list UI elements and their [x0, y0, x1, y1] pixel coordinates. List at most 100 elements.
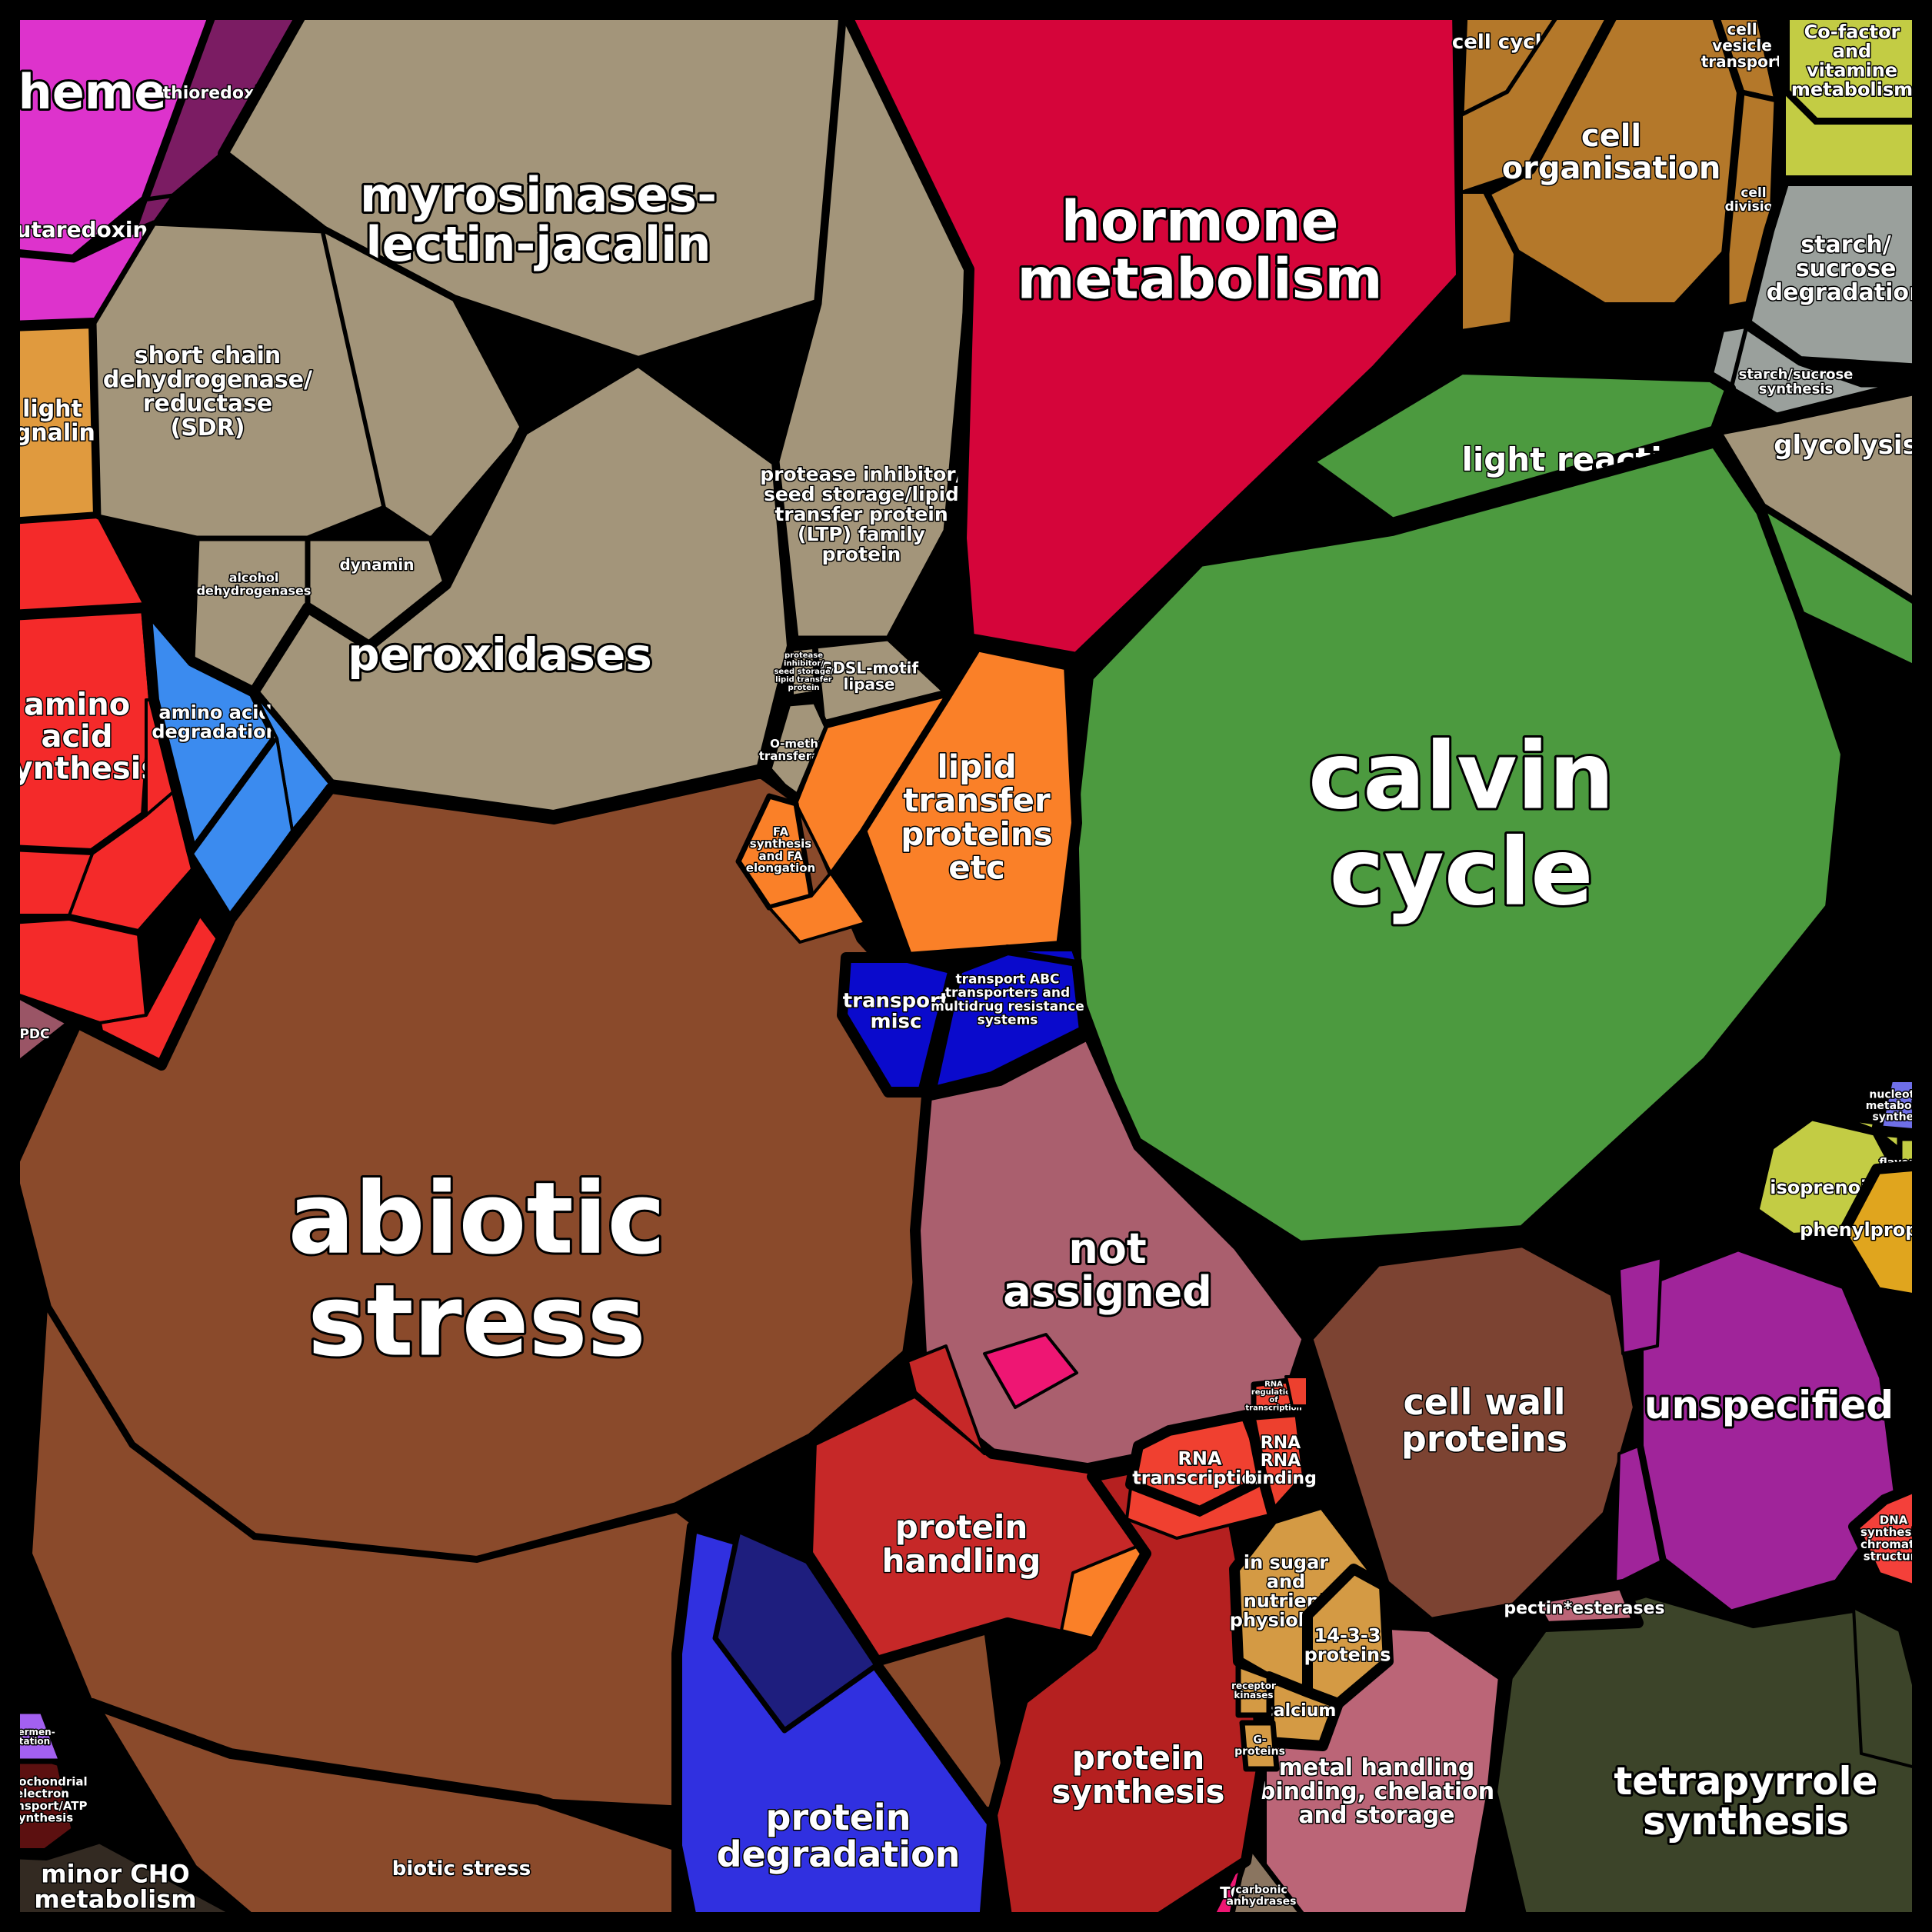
- cell-label-cell_wall: cell wall proteins: [1401, 1381, 1567, 1460]
- cell-label-unspecified: unspecified: [1644, 1383, 1894, 1427]
- cell-label-aa_degr: amino acid degradation: [152, 702, 278, 743]
- treemap-cell-starch_deg[interactable]: starch/sucrose degradation: [1740, 175, 1927, 375]
- cell-polygon[interactable]: [856, 641, 1082, 963]
- cell-label-abiotic: abiotic stress: [288, 1162, 666, 1379]
- treemap-cell-transport_abc2[interactable]: [1006, 948, 1078, 963]
- treemap-cell-myrosinase[interactable]: myrosinases-lectin-jacalin: [218, 5, 850, 367]
- cell-polygon[interactable]: [1239, 1720, 1280, 1772]
- cell-polygon[interactable]: [983, 1333, 1078, 1409]
- treemap-cell-sdr[interactable]: short chain dehydrogenase/reductase (SDR): [91, 220, 388, 541]
- cell-label-g_proteins: G-proteins: [1234, 1734, 1285, 1758]
- cell-label-ltp_small: protease inhibitor/seed storage/lipid tra…: [774, 651, 833, 692]
- cell-label-peroxidases: peroxidases: [348, 628, 652, 681]
- cell-polygon[interactable]: [791, 646, 817, 698]
- cell-label-lipid_transfer: lipid transfer proteins etc: [901, 748, 1053, 886]
- cell-label-rna_processing: RNA regulation of transcription: [1245, 1380, 1301, 1412]
- treemap-cell-rna_processing[interactable]: RNA regulation of transcription: [1244, 1377, 1303, 1414]
- treemap-cell-hormone[interactable]: hormone metabolism: [839, 5, 1467, 663]
- treemap-cell-rna_transcription[interactable]: RNA transcription: [1125, 1410, 1274, 1517]
- cell-label-mito: mitochondrial electron transport/ATP synthe…: [0, 1774, 88, 1824]
- treemap-cell-cofactor[interactable]: Co-factor and vitamine metabolism: [1779, 5, 1927, 128]
- cell-label-cell_vesicle: cell vesicle transport: [1701, 20, 1784, 71]
- cell-label-phenylprop: phenylpropanoids: [1800, 1219, 1932, 1241]
- cell-label-amino_acid_synth: amino acid synthesis: [0, 687, 159, 786]
- cell-label-cofactor: Co-factor and vitamine metabolism: [1791, 22, 1913, 101]
- cell-label-alcohol_dehyd: alcohol dehydrogenases: [197, 570, 311, 598]
- treemap-cell-cell_org[interactable]: cell organisation: [1479, 5, 1747, 313]
- treemap-cell-unspecified[interactable]: unspecified: [1633, 1241, 1905, 1621]
- cell-polygon[interactable]: [87, 1698, 682, 1927]
- cell-polygon[interactable]: [1460, 191, 1517, 332]
- cell-label-protein_synth: protein synthesis: [1051, 1739, 1224, 1810]
- treemap-cell-rna_binding[interactable]: RNA RNA binding: [1244, 1406, 1317, 1521]
- treemap-cell-glycolysis[interactable]: glycolysis: [1710, 383, 1927, 613]
- treemap-cell-rna_tiny[interactable]: [1284, 1375, 1309, 1407]
- cell-label-pdc: PDC: [19, 1027, 49, 1042]
- cell-polygon[interactable]: [1068, 437, 1851, 1251]
- cell-polygon[interactable]: [1284, 1375, 1309, 1407]
- cell-label-dna_synth: DNA synthesis/chromatin structure: [1860, 1513, 1927, 1563]
- treemap-cell-lipid2[interactable]: [794, 695, 948, 874]
- cell-polygon[interactable]: [1235, 1662, 1272, 1718]
- cell-label-glycolysis: glycolysis: [1774, 430, 1918, 461]
- treemap-cell-pdc[interactable]: PDC: [8, 989, 72, 1072]
- cell-label-fermentation: fermen-tation: [14, 1726, 55, 1746]
- cell-label-heme: heme: [18, 64, 167, 120]
- treemap-cell-ph_top[interactable]: [906, 1344, 986, 1455]
- treemap-cell-sdr_right[interactable]: [321, 229, 525, 540]
- cell-label-hormone: hormone metabolism: [1017, 188, 1382, 311]
- cell-label-gdsl: GDSL-motif lipase: [820, 658, 918, 693]
- cell-polygon[interactable]: [1244, 1406, 1313, 1521]
- cell-label-dynamin: dynamin: [339, 555, 414, 574]
- treemap-cell-fa2[interactable]: [768, 871, 867, 944]
- cell-label-metal_handling: metal handling binding, chelation and stor…: [1259, 1754, 1494, 1828]
- treemap-cell-cell_org_l[interactable]: [1460, 191, 1517, 332]
- treemap-cell-transport_misc[interactable]: transport misc: [837, 952, 959, 1098]
- treemap-cell-starch_syn[interactable]: starch/sucrose synthesis: [1727, 324, 1903, 418]
- cell-label-tetrapyrrole: tetrapyrrole synthesis: [1614, 1759, 1877, 1844]
- cell-label-prot_degr: protein degradation: [717, 1797, 961, 1875]
- cell-polygon[interactable]: [906, 1344, 986, 1455]
- cell-polygon[interactable]: [1617, 1256, 1663, 1355]
- treemap-cell-ltp_small[interactable]: protease inhibitor/seed storage/lipid tra…: [773, 646, 834, 698]
- treemap-cell-phenylprop[interactable]: phenylpropanoids: [1799, 1160, 1932, 1305]
- cell-label-protein_handling: protein handling: [882, 1508, 1041, 1580]
- treemap-cell-biotic_stress[interactable]: biotic stress: [87, 1698, 682, 1927]
- treemap-cell-cell_vesicle[interactable]: cell vesicle transport: [1700, 8, 1784, 103]
- cell-label-rna_binding: RNA RNA binding: [1244, 1434, 1317, 1488]
- cell-polygon[interactable]: [794, 695, 948, 874]
- treemap-cell-pectin[interactable]: pectin*esterases: [1503, 1579, 1666, 1632]
- cell-polygon[interactable]: [5, 768, 944, 1567]
- treemap-cell-cell_wall[interactable]: cell wall proteins: [1302, 1237, 1644, 1628]
- treemap-cell-calvin[interactable]: calvin cycle: [1068, 437, 1851, 1251]
- cell-label-starch_deg: starch/sucrose degradation: [1767, 231, 1926, 305]
- cell-polygon[interactable]: [1302, 364, 1736, 528]
- cell-label-fa_synth: FA synthesis and FA elongation: [746, 824, 815, 874]
- treemap-cell-lipid_transfer[interactable]: lipid transfer proteins etc: [856, 641, 1082, 963]
- treemap-cell-mito[interactable]: mitochondrial electron transport/ATP synthe…: [0, 1740, 88, 1859]
- treemap-cell-fermentation[interactable]: fermen-tation: [8, 1708, 65, 1764]
- cell-polygon[interactable]: [839, 5, 1467, 663]
- treemap-cell-alcohol_dehyd[interactable]: alcohol dehydrogenases: [189, 535, 312, 695]
- cell-polygon[interactable]: [837, 952, 959, 1098]
- treemap-cell-pink_small[interactable]: [983, 1333, 1078, 1409]
- treemap-cell-ltp[interactable]: protease inhibitor/seed storage/lipid tra…: [759, 8, 972, 641]
- cell-polygon[interactable]: [1525, 1579, 1644, 1632]
- cell-polygon[interactable]: [712, 1527, 880, 1734]
- treemap-cell-abiotic[interactable]: abiotic stress: [5, 768, 944, 1567]
- cell-label-transport_abc: transport ABC transporters and multidrug r…: [931, 971, 1084, 1028]
- treemap-cell-receptor_kinases[interactable]: receptor kinases: [1231, 1662, 1277, 1718]
- treemap-cell-amino_acid_synth[interactable]: amino acid synthesis: [0, 602, 161, 859]
- cell-label-biotic_stress: biotic stress: [392, 1857, 531, 1880]
- cell-label-starch_syn: starch/sucrose synthesis: [1739, 367, 1854, 398]
- cell-polygon[interactable]: [1302, 1237, 1644, 1628]
- cell-polygon[interactable]: [768, 871, 867, 944]
- treemap-cell-unspec2[interactable]: [1617, 1256, 1663, 1355]
- cell-polygon[interactable]: [321, 229, 525, 540]
- treemap-cell-prot_degr_navy[interactable]: [712, 1527, 880, 1734]
- treemap-cell-minor_cho[interactable]: minor CHO metabolism: [5, 1833, 259, 1927]
- cell-polygon[interactable]: [1006, 948, 1078, 963]
- cell-label-cell_org: cell organisation: [1502, 118, 1721, 186]
- treemap-cell-g_proteins[interactable]: G-proteins: [1234, 1720, 1286, 1772]
